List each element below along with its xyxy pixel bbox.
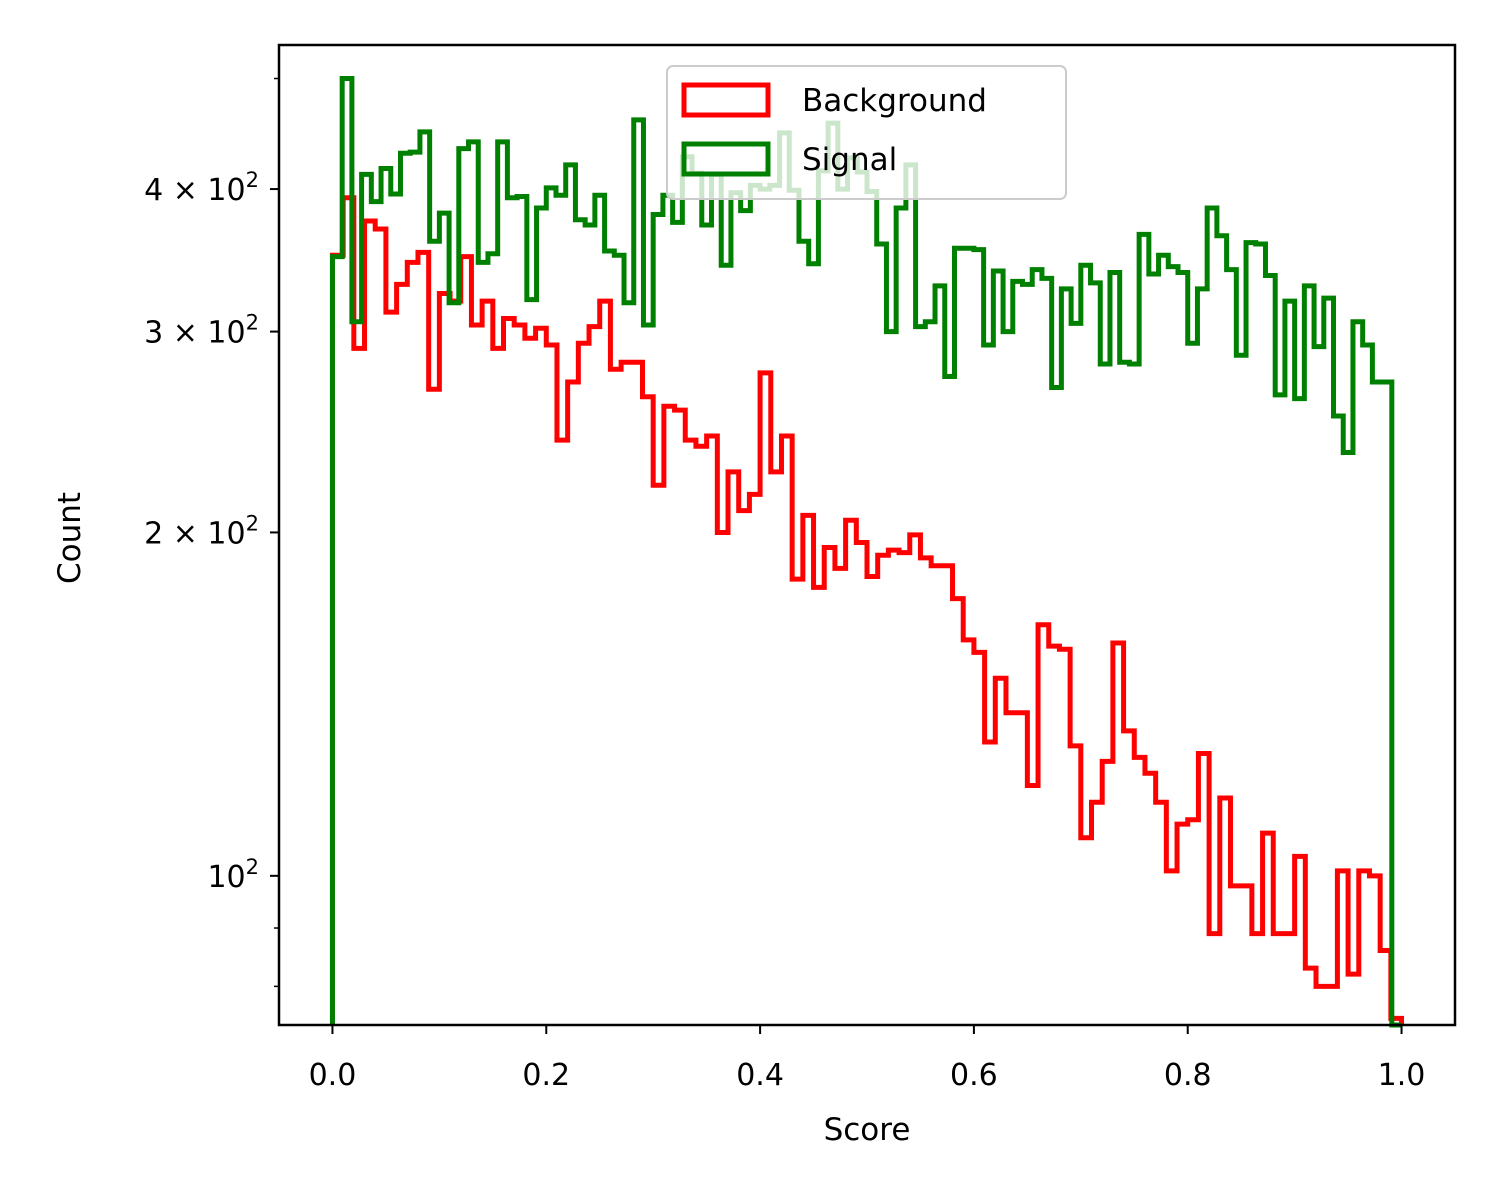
y-tick-label: 2 × 102 [144, 511, 259, 551]
legend-swatch-background [681, 82, 771, 118]
y-tick-label: 102 [207, 855, 259, 895]
y-axis: 102 2 × 102 3 × 102 4 × 102 [144, 77, 279, 988]
x-tick-label: 0.0 [309, 1058, 357, 1093]
x-axis: 0.0 0.2 0.4 0.6 0.8 1.0 [309, 1025, 1426, 1093]
x-tick-label: 0.6 [950, 1058, 998, 1093]
x-tick-label: 0.2 [522, 1058, 570, 1093]
legend-swatch-signal [681, 141, 771, 177]
x-tick-label: 1.0 [1378, 1058, 1426, 1093]
x-tick-label: 0.4 [736, 1058, 784, 1093]
y-tick-label: 3 × 102 [144, 311, 259, 351]
legend-label-signal: Signal [802, 142, 897, 178]
x-tick-label: 0.8 [1164, 1058, 1212, 1093]
series-background-line [329, 195, 1405, 1025]
legend-label-background: Background [802, 83, 987, 119]
y-axis-label: Count [52, 492, 88, 584]
plot-frame [277, 43, 1457, 1027]
x-axis-label: Score [824, 1112, 911, 1148]
legend: Background Signal [666, 65, 1067, 200]
y-tick-label: 4 × 102 [144, 168, 259, 208]
